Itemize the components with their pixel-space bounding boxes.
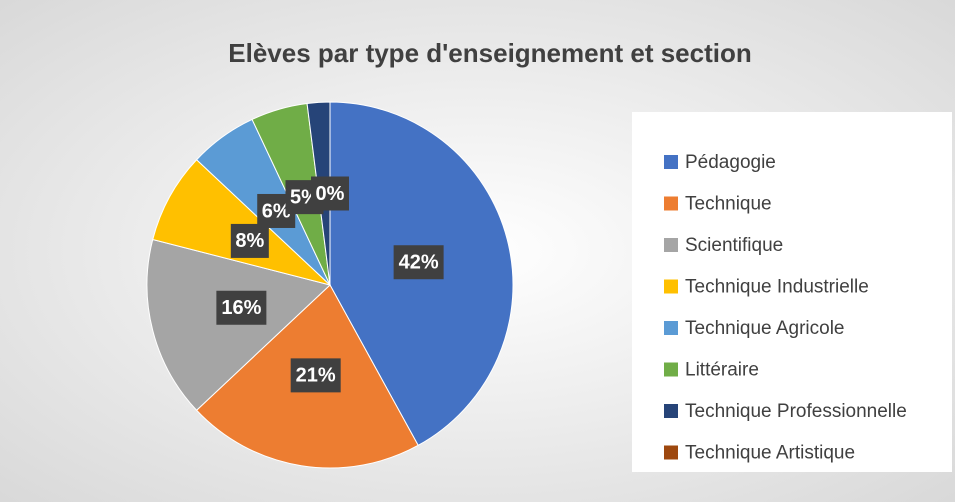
legend-swatch	[664, 155, 678, 169]
legend-swatch	[664, 196, 678, 211]
legend-label: Technique Professionnelle	[685, 401, 907, 422]
legend-label: Pédagogie	[685, 152, 776, 173]
data-label: 42%	[399, 252, 439, 274]
chart-title: Elèves par type d'enseignement et sectio…	[228, 38, 751, 68]
data-label-box	[311, 176, 349, 211]
data-label-box	[393, 245, 444, 280]
legend-swatch	[664, 279, 678, 294]
legend-label: Technique Agricole	[685, 318, 845, 339]
legend-swatch	[664, 321, 678, 335]
data-label: 16%	[221, 297, 261, 319]
legend-label: Technique Industrielle	[685, 277, 869, 298]
data-label: 8%	[235, 230, 264, 252]
legend-box	[632, 112, 952, 472]
data-label-box	[216, 290, 267, 325]
legend-label: Littéraire	[685, 360, 759, 381]
legend-swatch	[664, 404, 678, 418]
data-label: 6%	[262, 200, 291, 222]
data-label-box	[290, 358, 341, 393]
data-label: 0%	[316, 183, 345, 205]
legend-label: Technique Artistique	[685, 443, 855, 464]
legend-swatch	[664, 238, 678, 252]
legend-label: Technique	[685, 194, 772, 215]
pie-slice	[152, 159, 331, 286]
legend-swatch	[664, 445, 678, 460]
pie-slice	[146, 238, 332, 411]
legend-swatch	[664, 362, 678, 377]
data-label: 21%	[296, 365, 336, 387]
legend-label: Scientifique	[685, 235, 783, 256]
data-label-box	[230, 223, 269, 258]
